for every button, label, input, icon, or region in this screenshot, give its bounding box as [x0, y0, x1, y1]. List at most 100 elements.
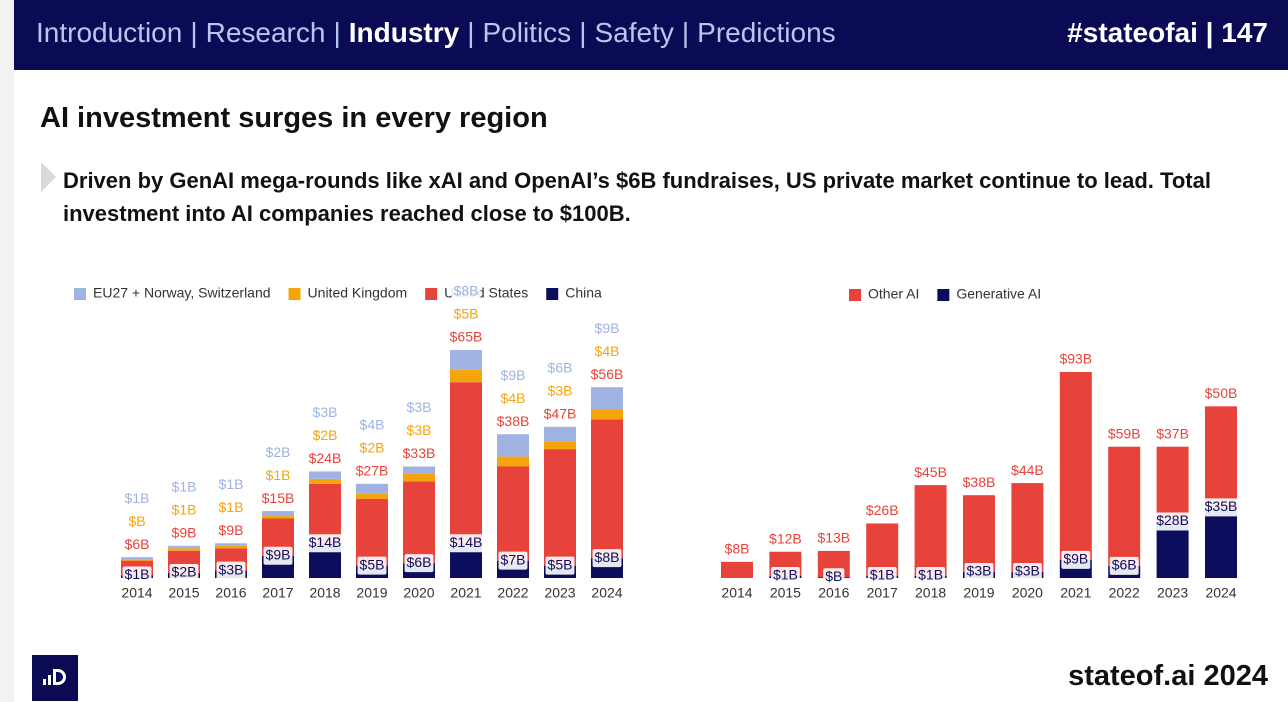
- data-label: $3B: [407, 422, 432, 438]
- nav-item[interactable]: Predictions: [697, 17, 836, 48]
- data-label: $6B: [548, 360, 573, 376]
- label-bg: [1154, 512, 1191, 531]
- x-tick-label: 2019: [356, 585, 387, 601]
- data-label: $1B: [266, 467, 291, 483]
- data-label: $14B: [450, 534, 483, 550]
- legend-label: China: [565, 285, 602, 301]
- data-label: $45B: [914, 464, 947, 480]
- data-label: $24B: [309, 450, 342, 466]
- label-bg: [310, 427, 340, 446]
- label-bg: [592, 343, 622, 362]
- data-label: $38B: [497, 413, 530, 429]
- data-label: $9B: [219, 522, 244, 538]
- data-label: $6B: [1112, 557, 1137, 573]
- data-label: $12B: [769, 530, 802, 546]
- data-label: $2B: [360, 440, 385, 456]
- label-bg: [964, 562, 994, 581]
- label-bg: [306, 450, 344, 469]
- data-label: $1B: [219, 499, 244, 515]
- bar-segment: [450, 382, 482, 544]
- nav-item[interactable]: Industry: [348, 17, 460, 48]
- label-bg: [592, 320, 622, 339]
- label-bg: [1061, 550, 1091, 569]
- label-bg: [353, 462, 391, 481]
- x-tick-label: 2018: [309, 585, 340, 601]
- bar-segment: [403, 481, 435, 564]
- legend-label: Generative AI: [956, 286, 1041, 302]
- label-bg: [404, 399, 434, 418]
- label-bg: [1202, 498, 1240, 517]
- data-label: $27B: [356, 463, 389, 479]
- bar-segment: [309, 478, 341, 484]
- label-bg: [263, 546, 293, 565]
- data-label: $9B: [1063, 551, 1088, 567]
- bar-segment: [262, 511, 294, 517]
- label-bg: [722, 540, 752, 559]
- data-label: $59B: [1108, 425, 1141, 441]
- bar-segment: [356, 498, 388, 566]
- label-bg: [169, 501, 199, 520]
- nav-item[interactable]: Research: [205, 17, 326, 48]
- header: Introduction | Research | Industry | Politics |…: [14, 0, 1288, 70]
- bar-segment: [356, 493, 388, 499]
- data-label: $1B: [125, 490, 150, 506]
- bar-segment: [544, 449, 576, 566]
- data-label: $1B: [172, 501, 197, 517]
- label-bg: [310, 404, 340, 423]
- label-bg: [545, 359, 575, 378]
- label-bg: [863, 502, 901, 521]
- bar-segment: [721, 561, 753, 578]
- label-bg: [916, 566, 946, 585]
- x-tick-label: 2021: [450, 585, 481, 601]
- data-label: $9B: [266, 546, 291, 562]
- data-label: $7B: [501, 551, 526, 567]
- label-bg: [1105, 425, 1143, 444]
- data-label: $65B: [450, 329, 483, 345]
- label-bg: [498, 367, 528, 386]
- x-tick-label: 2016: [215, 585, 246, 601]
- x-tick-label: 2020: [1012, 585, 1043, 601]
- bar-segment: [309, 471, 341, 479]
- bar-segment: [1205, 406, 1237, 508]
- nav-item[interactable]: Safety: [594, 17, 674, 48]
- nav-item[interactable]: Introduction: [36, 17, 183, 48]
- label-bg: [216, 522, 246, 541]
- x-tick-label: 2015: [168, 585, 199, 601]
- label-bg: [1109, 556, 1139, 575]
- bar-segment: [497, 466, 529, 561]
- x-tick-label: 2014: [721, 585, 752, 601]
- label-bg: [498, 551, 528, 570]
- label-bg: [545, 556, 575, 575]
- data-label: $2B: [266, 444, 291, 460]
- border: [0, 0, 14, 702]
- x-tick-label: 2024: [1205, 585, 1236, 601]
- title: AI investment surges in every region: [40, 102, 548, 134]
- bar-segment: [450, 350, 482, 370]
- label-bg: [588, 366, 626, 385]
- label-bg: [815, 529, 853, 548]
- bar-segment: [168, 545, 200, 549]
- label-bg: [259, 490, 297, 509]
- nav-item[interactable]: Politics: [482, 17, 572, 48]
- legend-swatch: [937, 289, 950, 301]
- label-bg: [770, 566, 800, 585]
- data-label: $38B: [963, 474, 996, 490]
- nav-separator: |: [467, 17, 475, 48]
- label-bg: [357, 556, 387, 575]
- label-bg: [169, 478, 199, 497]
- x-tick-label: 2023: [1157, 585, 1188, 601]
- data-label: $28B: [1156, 512, 1189, 528]
- data-label: $35B: [1205, 498, 1238, 514]
- label-bg: [823, 568, 845, 587]
- data-label: $8B: [454, 283, 479, 299]
- data-label: $6B: [125, 536, 150, 552]
- bar-segment: [1205, 507, 1237, 578]
- data-label: $2B: [313, 427, 338, 443]
- data-label: $1B: [125, 566, 150, 582]
- data-label: $50B: [1205, 385, 1238, 401]
- data-label: $5B: [360, 556, 385, 572]
- page-tag: #stateofai | 147: [1067, 17, 1268, 48]
- data-label: $9B: [501, 367, 526, 383]
- data-label: $44B: [1011, 462, 1044, 478]
